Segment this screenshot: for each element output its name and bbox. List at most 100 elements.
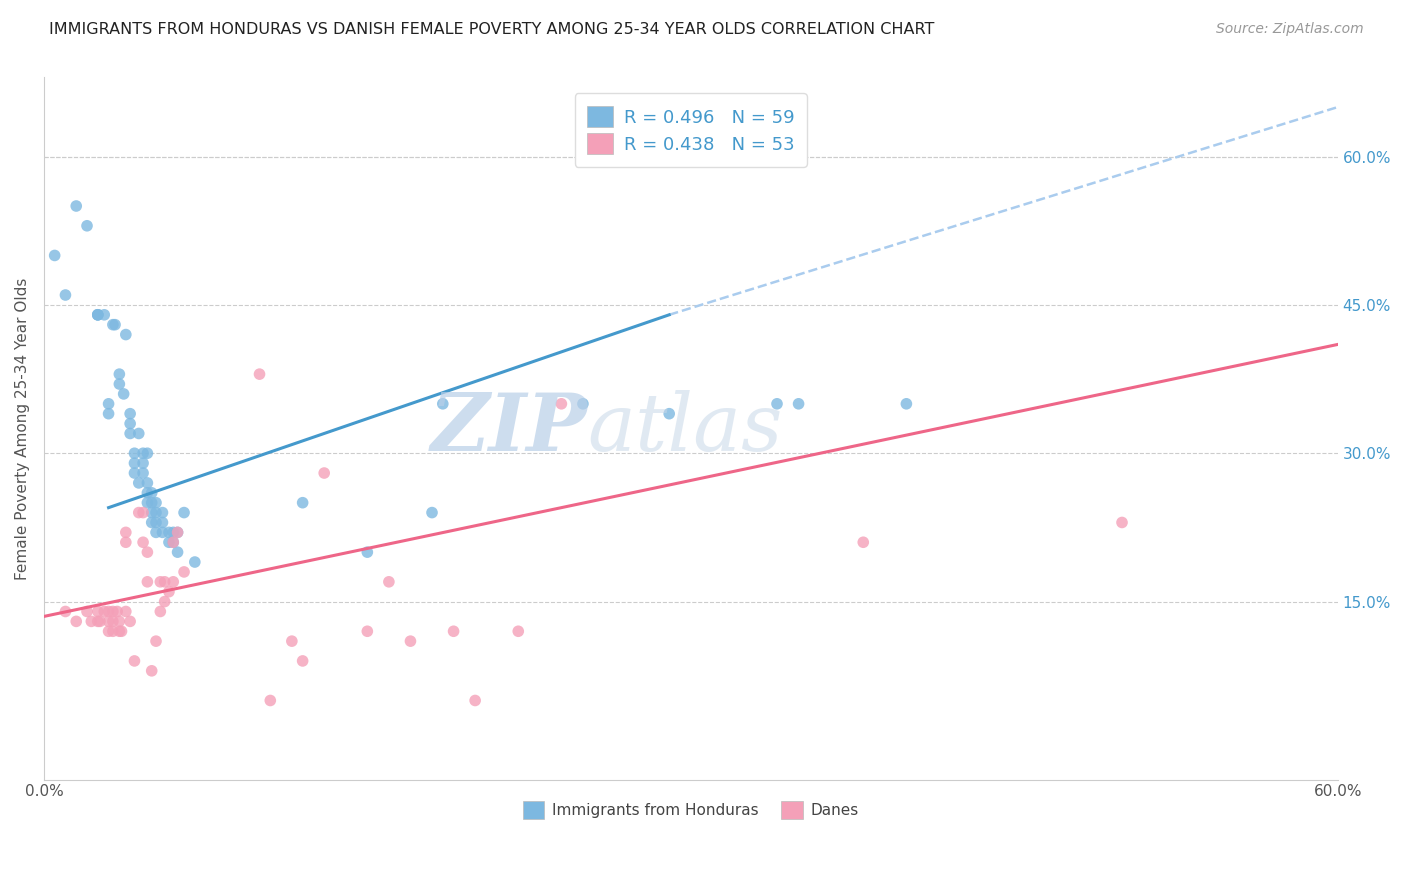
Point bbox=[120, 426, 142, 441]
Point bbox=[97, 605, 120, 619]
Point bbox=[97, 397, 120, 411]
Point bbox=[508, 624, 530, 639]
Point bbox=[89, 615, 111, 629]
Point bbox=[132, 466, 155, 480]
Point bbox=[101, 615, 124, 629]
Point bbox=[114, 535, 136, 549]
Point bbox=[114, 327, 136, 342]
Point bbox=[153, 594, 176, 608]
Point bbox=[97, 615, 120, 629]
Point bbox=[141, 506, 163, 520]
Point bbox=[108, 615, 131, 629]
Point bbox=[132, 446, 155, 460]
Point bbox=[152, 525, 174, 540]
Point bbox=[136, 545, 159, 559]
Point bbox=[291, 496, 314, 510]
Point bbox=[136, 574, 159, 589]
Point bbox=[896, 397, 918, 411]
Point bbox=[120, 407, 142, 421]
Point bbox=[141, 516, 163, 530]
Point bbox=[141, 496, 163, 510]
Point bbox=[87, 308, 110, 322]
Point bbox=[104, 318, 127, 332]
Point bbox=[128, 506, 150, 520]
Point bbox=[184, 555, 207, 569]
Point bbox=[166, 525, 188, 540]
Point bbox=[76, 219, 98, 233]
Point bbox=[124, 466, 146, 480]
Point bbox=[153, 574, 176, 589]
Text: IMMIGRANTS FROM HONDURAS VS DANISH FEMALE POVERTY AMONG 25-34 YEAR OLDS CORRELAT: IMMIGRANTS FROM HONDURAS VS DANISH FEMAL… bbox=[49, 22, 935, 37]
Point bbox=[378, 574, 401, 589]
Point bbox=[314, 466, 336, 480]
Point bbox=[145, 634, 167, 648]
Point bbox=[87, 605, 110, 619]
Point bbox=[128, 426, 150, 441]
Point bbox=[124, 456, 146, 470]
Point bbox=[128, 475, 150, 490]
Point bbox=[766, 397, 789, 411]
Point bbox=[44, 248, 66, 262]
Point bbox=[162, 535, 184, 549]
Point bbox=[101, 624, 124, 639]
Point bbox=[141, 485, 163, 500]
Point bbox=[132, 535, 155, 549]
Point bbox=[166, 525, 188, 540]
Point bbox=[166, 545, 188, 559]
Point bbox=[152, 516, 174, 530]
Point bbox=[101, 318, 124, 332]
Point bbox=[76, 605, 98, 619]
Text: ZIP: ZIP bbox=[430, 390, 588, 467]
Point bbox=[55, 605, 77, 619]
Point bbox=[162, 535, 184, 549]
Point bbox=[249, 367, 271, 381]
Point bbox=[55, 288, 77, 302]
Point bbox=[136, 446, 159, 460]
Point bbox=[105, 605, 128, 619]
Point bbox=[145, 496, 167, 510]
Point bbox=[65, 199, 87, 213]
Point bbox=[141, 664, 163, 678]
Point bbox=[173, 565, 195, 579]
Point bbox=[120, 417, 142, 431]
Text: Source: ZipAtlas.com: Source: ZipAtlas.com bbox=[1216, 22, 1364, 37]
Point bbox=[291, 654, 314, 668]
Point bbox=[658, 407, 681, 421]
Point bbox=[114, 525, 136, 540]
Point bbox=[157, 525, 180, 540]
Point bbox=[157, 584, 180, 599]
Legend: Immigrants from Honduras, Danes: Immigrants from Honduras, Danes bbox=[517, 795, 865, 824]
Point bbox=[65, 615, 87, 629]
Point bbox=[787, 397, 810, 411]
Point bbox=[93, 308, 115, 322]
Point bbox=[87, 308, 110, 322]
Point bbox=[112, 387, 135, 401]
Point bbox=[97, 624, 120, 639]
Point bbox=[136, 485, 159, 500]
Point bbox=[132, 506, 155, 520]
Point bbox=[136, 475, 159, 490]
Point bbox=[157, 535, 180, 549]
Point bbox=[420, 506, 443, 520]
Point bbox=[464, 693, 486, 707]
Point bbox=[149, 605, 172, 619]
Point bbox=[572, 397, 595, 411]
Point bbox=[162, 574, 184, 589]
Point bbox=[852, 535, 875, 549]
Point bbox=[399, 634, 422, 648]
Point bbox=[110, 624, 132, 639]
Point bbox=[162, 525, 184, 540]
Point bbox=[356, 624, 378, 639]
Point bbox=[259, 693, 281, 707]
Point bbox=[108, 624, 131, 639]
Text: atlas: atlas bbox=[588, 390, 783, 467]
Point bbox=[108, 367, 131, 381]
Point bbox=[145, 516, 167, 530]
Point bbox=[108, 377, 131, 392]
Point bbox=[136, 496, 159, 510]
Point bbox=[281, 634, 304, 648]
Point bbox=[80, 615, 103, 629]
Point bbox=[152, 506, 174, 520]
Y-axis label: Female Poverty Among 25-34 Year Olds: Female Poverty Among 25-34 Year Olds bbox=[15, 277, 30, 580]
Point bbox=[124, 654, 146, 668]
